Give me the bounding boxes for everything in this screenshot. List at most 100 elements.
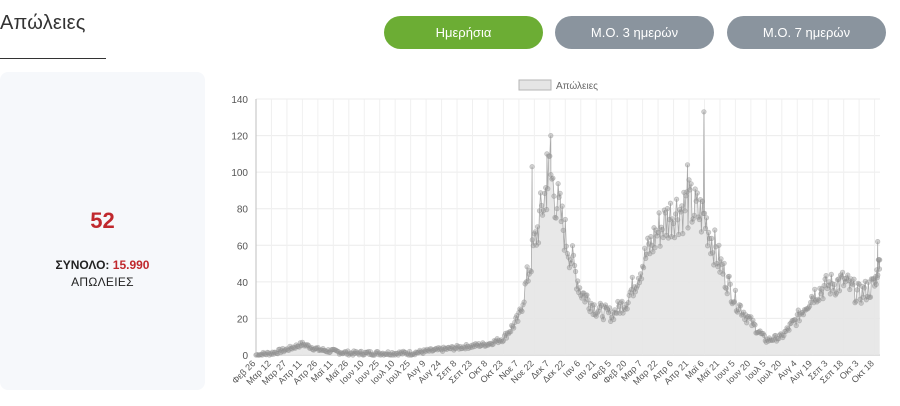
data-point[interactable] bbox=[732, 287, 739, 293]
data-point[interactable] bbox=[670, 220, 677, 227]
data-point[interactable] bbox=[824, 285, 830, 292]
data-point[interactable] bbox=[548, 133, 554, 139]
tab-3-day-average[interactable]: Μ.Ο. 3 ημερών bbox=[555, 16, 714, 49]
tab-7-day-average[interactable]: Μ.Ο. 7 ημερών bbox=[727, 16, 886, 49]
data-point[interactable] bbox=[656, 210, 662, 216]
data-point[interactable] bbox=[828, 271, 834, 278]
data-point[interactable] bbox=[524, 264, 530, 270]
data-point[interactable] bbox=[563, 243, 569, 249]
data-point[interactable] bbox=[696, 216, 702, 223]
data-point[interactable] bbox=[572, 268, 579, 275]
data-point[interactable] bbox=[875, 239, 881, 245]
tab-daily[interactable]: Ημερήσια bbox=[384, 16, 543, 49]
data-point[interactable] bbox=[668, 234, 675, 240]
data-point[interactable] bbox=[712, 227, 718, 233]
data-point[interactable] bbox=[655, 229, 661, 235]
data-point[interactable] bbox=[716, 242, 722, 248]
data-point[interactable] bbox=[637, 271, 644, 277]
legend-swatch[interactable] bbox=[518, 79, 552, 91]
data-point[interactable] bbox=[718, 256, 724, 262]
data-point[interactable] bbox=[709, 235, 715, 241]
data-point[interactable] bbox=[770, 337, 777, 343]
data-point[interactable] bbox=[715, 264, 721, 270]
data-point[interactable] bbox=[861, 285, 867, 291]
data-point[interactable] bbox=[545, 186, 551, 192]
data-point[interactable] bbox=[619, 298, 625, 304]
data-point[interactable] bbox=[515, 318, 521, 324]
data-point[interactable] bbox=[539, 212, 546, 218]
data-point[interactable] bbox=[731, 299, 738, 305]
data-point[interactable] bbox=[714, 261, 720, 267]
data-point[interactable] bbox=[665, 235, 672, 241]
data-point[interactable] bbox=[666, 217, 673, 223]
data-point[interactable] bbox=[705, 229, 712, 235]
data-point[interactable] bbox=[542, 190, 548, 196]
data-point[interactable] bbox=[657, 243, 663, 249]
data-point[interactable] bbox=[727, 281, 733, 287]
data-point[interactable] bbox=[689, 219, 695, 225]
data-point[interactable] bbox=[676, 231, 682, 238]
data-point[interactable] bbox=[645, 235, 651, 241]
data-point[interactable] bbox=[537, 190, 544, 196]
data-point[interactable] bbox=[528, 269, 534, 275]
data-point[interactable] bbox=[659, 226, 665, 233]
data-point[interactable] bbox=[851, 276, 857, 282]
data-point[interactable] bbox=[630, 293, 636, 299]
data-point[interactable] bbox=[723, 285, 729, 291]
data-point[interactable] bbox=[795, 307, 801, 313]
data-point[interactable] bbox=[662, 210, 668, 216]
data-point[interactable] bbox=[853, 298, 859, 304]
data-point[interactable] bbox=[687, 187, 693, 193]
data-point[interactable] bbox=[704, 243, 711, 249]
data-point[interactable] bbox=[673, 196, 680, 202]
data-point[interactable] bbox=[698, 229, 705, 235]
data-point[interactable] bbox=[839, 269, 846, 275]
data-point[interactable] bbox=[836, 288, 843, 294]
data-point[interactable] bbox=[625, 300, 631, 306]
data-point[interactable] bbox=[858, 300, 864, 306]
data-point[interactable] bbox=[684, 162, 691, 168]
data-point[interactable] bbox=[683, 193, 689, 199]
data-point[interactable] bbox=[503, 335, 510, 341]
data-point[interactable] bbox=[640, 265, 647, 271]
data-point[interactable] bbox=[761, 332, 767, 339]
data-point[interactable] bbox=[667, 200, 674, 206]
data-point[interactable] bbox=[511, 325, 517, 331]
data-point[interactable] bbox=[831, 281, 838, 288]
data-point[interactable] bbox=[685, 225, 691, 231]
data-point[interactable] bbox=[638, 276, 645, 282]
data-point[interactable] bbox=[632, 289, 639, 295]
data-point[interactable] bbox=[571, 262, 578, 269]
data-point[interactable] bbox=[710, 250, 716, 256]
data-point[interactable] bbox=[608, 318, 614, 325]
data-point[interactable] bbox=[664, 206, 671, 212]
data-point[interactable] bbox=[873, 281, 879, 288]
data-point[interactable] bbox=[652, 245, 658, 251]
data-point[interactable] bbox=[547, 153, 553, 159]
data-point[interactable] bbox=[701, 109, 707, 115]
data-point[interactable] bbox=[540, 207, 547, 214]
data-point[interactable] bbox=[615, 298, 621, 305]
data-point[interactable] bbox=[579, 295, 585, 301]
data-point[interactable] bbox=[671, 235, 678, 241]
data-point[interactable] bbox=[598, 302, 605, 308]
data-point[interactable] bbox=[536, 208, 543, 214]
data-point[interactable] bbox=[535, 240, 542, 246]
data-point[interactable] bbox=[669, 216, 676, 222]
data-point[interactable] bbox=[558, 218, 564, 225]
data-point[interactable] bbox=[661, 207, 667, 213]
data-point[interactable] bbox=[713, 244, 719, 250]
data-point[interactable] bbox=[561, 247, 567, 253]
data-point[interactable] bbox=[559, 203, 565, 209]
data-point[interactable] bbox=[585, 297, 591, 303]
data-point[interactable] bbox=[672, 211, 679, 217]
data-point[interactable] bbox=[877, 257, 883, 263]
data-point[interactable] bbox=[694, 190, 700, 196]
data-point[interactable] bbox=[702, 225, 709, 231]
data-point[interactable] bbox=[529, 237, 535, 243]
data-point[interactable] bbox=[744, 320, 750, 326]
data-point[interactable] bbox=[550, 175, 556, 181]
data-point[interactable] bbox=[587, 308, 593, 315]
data-point[interactable] bbox=[845, 272, 851, 278]
data-point[interactable] bbox=[752, 322, 758, 328]
